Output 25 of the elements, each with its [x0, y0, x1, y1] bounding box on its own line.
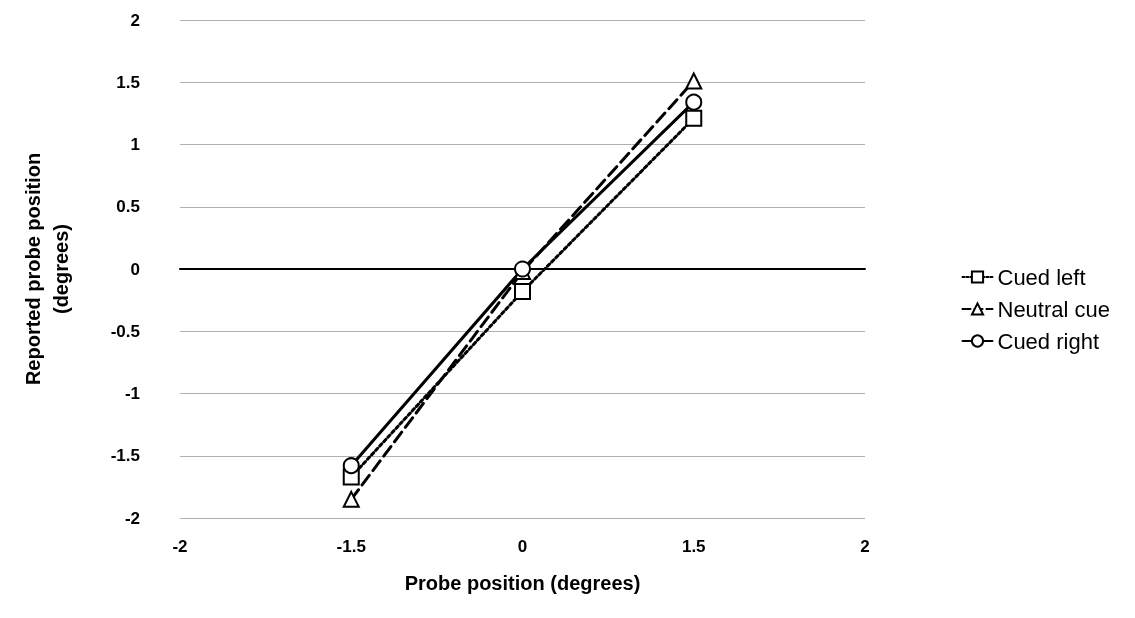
y-tick-label: -1.5	[110, 446, 140, 466]
y-tick-label: 2	[130, 10, 140, 30]
y-tick-label: -1	[124, 384, 140, 403]
point	[342, 490, 360, 508]
legend-label: Cued left	[997, 264, 1086, 290]
x-tick-label: -1.5	[336, 537, 366, 556]
point	[514, 282, 531, 300]
x-tick-label: 2	[860, 537, 870, 556]
y-tick-label: 1	[130, 135, 140, 154]
y-tick-label: -0.5	[110, 321, 140, 341]
x-tick-label: 1.5	[681, 537, 706, 556]
x-tick-label: -2	[172, 537, 188, 556]
y-tick-label: 0	[130, 259, 140, 279]
point	[685, 93, 703, 111]
legend-label: Neutral cue	[997, 296, 1111, 322]
x-tick-label: 0	[517, 537, 528, 556]
y-tick-label: 1.5	[116, 72, 140, 92]
point	[685, 109, 703, 127]
y-axis-title: Reported probe position (degrees)	[22, 152, 72, 386]
point	[342, 457, 360, 475]
y-tick-label: 0.5	[116, 197, 140, 217]
legend-label: Cued right	[997, 328, 1100, 354]
y-tick-label: -2	[124, 508, 140, 528]
x-axis-title: Probe position (degrees)	[404, 572, 641, 594]
point	[685, 72, 703, 90]
